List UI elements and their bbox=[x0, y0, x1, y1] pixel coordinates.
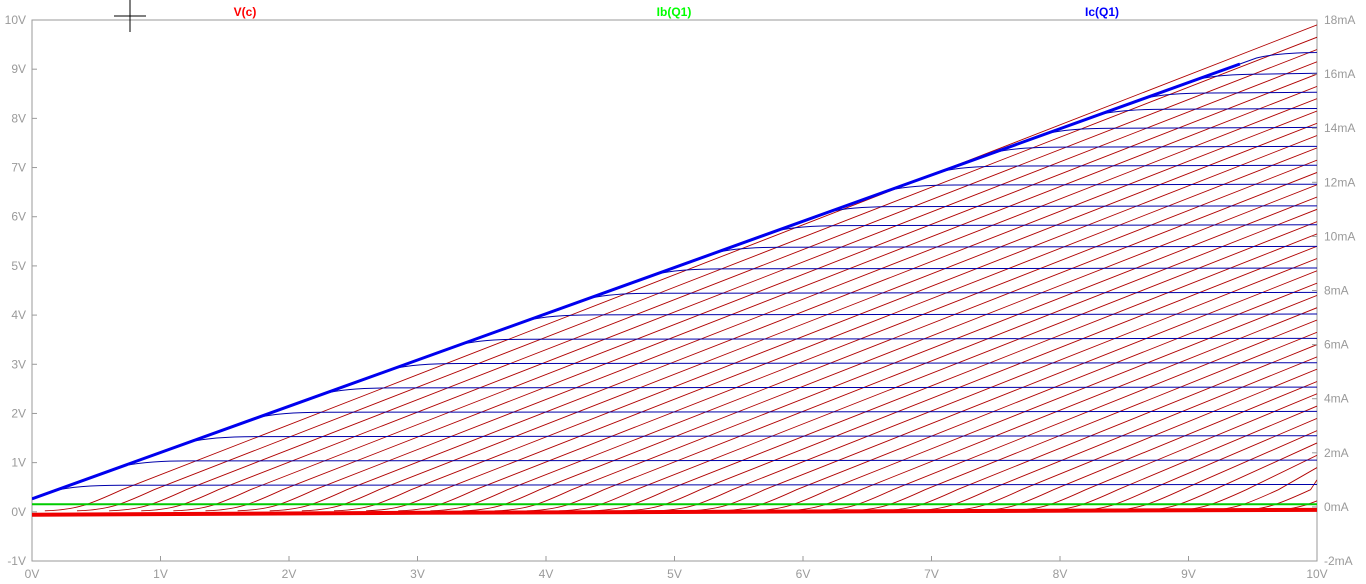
ic-trace bbox=[32, 205, 1317, 500]
x-tick-labels: 0V 1V 2V 3V 4V 5V 6V 7V 8V 9V 10V bbox=[25, 567, 1328, 581]
legend-entry[interactable]: Ib(Q1) bbox=[657, 5, 692, 19]
x-tick-label: 4V bbox=[539, 567, 554, 581]
x-tick-label: 2V bbox=[282, 567, 297, 581]
ic-trace bbox=[32, 267, 1317, 500]
ic-trace bbox=[32, 291, 1317, 500]
vc-trace bbox=[269, 110, 1317, 512]
legend-entry[interactable]: V(c) bbox=[234, 5, 257, 19]
y-left-tick-label: 4V bbox=[11, 308, 26, 322]
x-tick-label: 7V bbox=[924, 567, 939, 581]
y-left-tick-label: 3V bbox=[11, 357, 26, 371]
y-left-tick-label: 1V bbox=[11, 456, 26, 470]
vc-trace bbox=[815, 319, 1317, 512]
legend-entry[interactable]: Ic(Q1) bbox=[1085, 5, 1119, 19]
ic-trace bbox=[32, 313, 1317, 500]
y-right-tick-label: 0mA bbox=[1324, 500, 1349, 514]
ic-trace bbox=[32, 126, 1317, 500]
plot-frame bbox=[31, 19, 1318, 562]
ic-trace bbox=[32, 435, 1317, 500]
ic-trace bbox=[32, 164, 1317, 500]
vc-trace bbox=[751, 294, 1317, 512]
y-right-tick-label: -2mA bbox=[1324, 554, 1353, 568]
y-left-tick-label: 7V bbox=[11, 161, 26, 175]
vc-trace bbox=[205, 85, 1317, 512]
y-right-tick-label: 6mA bbox=[1324, 338, 1349, 352]
vc-trace bbox=[237, 98, 1317, 512]
y-left-tick-label: 2V bbox=[11, 406, 26, 420]
vc-trace bbox=[1169, 454, 1317, 512]
vc-trace bbox=[494, 196, 1317, 512]
x-tick-label: 6V bbox=[796, 567, 811, 581]
y-left-tick-label: 8V bbox=[11, 111, 26, 125]
ic-trace bbox=[32, 459, 1317, 500]
x-tick-label: 3V bbox=[410, 567, 425, 581]
x-tick-label: 8V bbox=[1053, 567, 1068, 581]
vc-trace bbox=[301, 122, 1317, 512]
vc-trace bbox=[912, 356, 1317, 512]
y-right-tick-label: 2mA bbox=[1324, 446, 1349, 460]
y-right-tick-label: 14mA bbox=[1324, 121, 1355, 135]
y-right-tick-label: 12mA bbox=[1324, 175, 1355, 189]
y-left-tick-label: 9V bbox=[11, 62, 26, 76]
y-right-tick-label: 4mA bbox=[1324, 392, 1349, 406]
ic-trace bbox=[32, 107, 1317, 500]
vc-trace bbox=[687, 270, 1317, 512]
vc-baseline-trace bbox=[32, 507, 1317, 517]
y-left-tick-label: -1V bbox=[7, 554, 26, 568]
tick-marks bbox=[31, 19, 1318, 562]
x-tick-label: 9V bbox=[1181, 567, 1196, 581]
x-tick-label: 0V bbox=[25, 567, 40, 581]
x-tick-label: 5V bbox=[667, 567, 682, 581]
ic-trace bbox=[32, 386, 1317, 500]
vc-trace bbox=[558, 221, 1317, 512]
vc-trace bbox=[141, 61, 1317, 512]
y-left-tick-label: 10V bbox=[5, 13, 26, 27]
vc-trace bbox=[590, 233, 1317, 512]
vc-trace bbox=[1137, 442, 1317, 512]
vc-trace bbox=[366, 147, 1317, 512]
y-right-tick-label: 16mA bbox=[1324, 67, 1355, 81]
crosshair-cursor-icon bbox=[114, 0, 146, 32]
y-left-tick-labels: -1V 0V 1V 2V 3V 4V 5V 6V 7V 8V 9V 10V bbox=[5, 13, 26, 568]
axes-frame bbox=[31, 19, 1318, 562]
y-right-tick-label: 8mA bbox=[1324, 284, 1349, 298]
vc-traces bbox=[32, 24, 1317, 517]
ic-traces bbox=[32, 51, 1317, 501]
legend[interactable]: V(c) Ib(Q1) Ic(Q1) bbox=[234, 5, 1119, 19]
vc-trace bbox=[1072, 417, 1317, 512]
vc-trace bbox=[462, 184, 1317, 512]
x-tick-label: 10V bbox=[1306, 567, 1327, 581]
y-left-tick-label: 5V bbox=[11, 259, 26, 273]
ic-saturation-line bbox=[32, 62, 1241, 501]
y-right-tick-label: 18mA bbox=[1324, 13, 1355, 27]
vc-trace bbox=[719, 282, 1317, 512]
vc-trace bbox=[398, 159, 1317, 512]
vc-trace bbox=[76, 36, 1317, 512]
y-right-tick-label: 10mA bbox=[1324, 229, 1355, 243]
y-left-tick-label: 0V bbox=[11, 505, 26, 519]
vc-trace bbox=[1040, 405, 1317, 512]
y-right-tick-labels: -2mA 0mA 2mA 4mA 6mA 8mA 10mA 12mA 14mA 16mA 18mA bbox=[1324, 13, 1355, 568]
y-left-tick-label: 6V bbox=[11, 210, 26, 224]
vc-trace bbox=[944, 368, 1317, 512]
ic-trace bbox=[32, 183, 1317, 500]
ic-trace bbox=[32, 51, 1317, 500]
x-tick-label: 1V bbox=[153, 567, 168, 581]
